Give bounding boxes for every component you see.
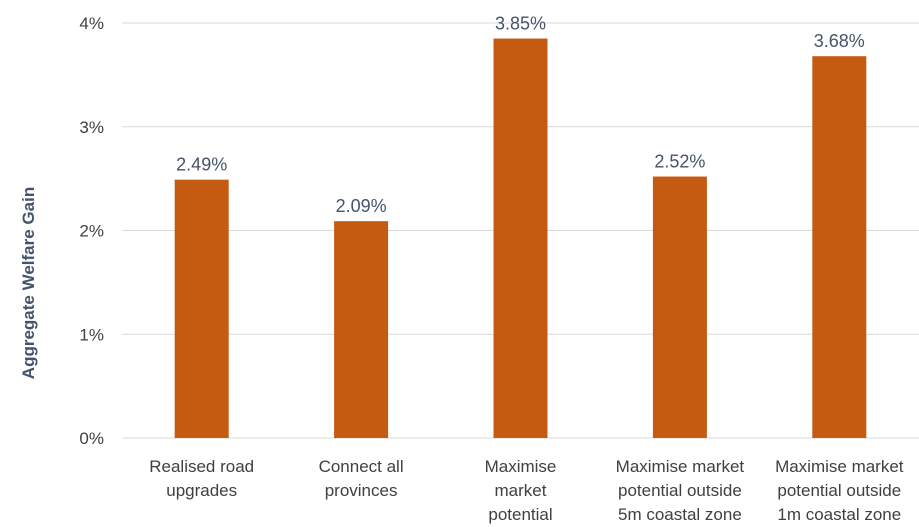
x-category-label-line: Maximise — [485, 457, 557, 476]
bar-value-label: 2.49% — [176, 155, 227, 175]
x-category-label-line: 1m coastal zone — [777, 505, 901, 524]
bar — [174, 179, 229, 438]
bar — [812, 56, 867, 438]
y-axis-title: Aggregate Welfare Gain — [19, 187, 38, 379]
bar-value-label: 3.68% — [814, 31, 865, 51]
x-category-label-line: provinces — [325, 481, 398, 500]
bar — [334, 221, 389, 438]
x-category-label-line: potential outside — [618, 481, 742, 500]
x-category-label: Maximise market potential outside 1m coast… — [775, 457, 904, 524]
x-category-label: Realised road upgrades — [149, 457, 254, 500]
x-category-label-line: Connect all — [319, 457, 404, 476]
data-labels: 2.49% 2.09% 3.85% 2.52% 3.68% — [176, 14, 865, 217]
bar-value-label: 2.09% — [336, 196, 387, 216]
x-category-label-line: upgrades — [166, 481, 237, 500]
bars — [174, 38, 867, 439]
x-category-label: Maximise market potential — [485, 457, 557, 524]
x-category-label-line: potential outside — [777, 481, 901, 500]
y-tick-label: 0% — [79, 429, 104, 448]
bar-value-label: 3.85% — [495, 14, 546, 34]
y-tick-label: 3% — [79, 118, 104, 137]
y-tick-label: 2% — [79, 222, 104, 241]
bar — [652, 176, 707, 439]
x-category-label-line: 5m coastal zone — [618, 505, 742, 524]
y-tick-label: 4% — [79, 14, 104, 33]
x-category-label: Connect all provinces — [319, 457, 404, 500]
x-category-label: Maximise market potential outside 5m coast… — [616, 457, 745, 524]
bar — [493, 38, 548, 438]
y-tick-label: 1% — [79, 325, 104, 344]
x-category-label-line: market — [495, 481, 547, 500]
x-axis-category-labels: Realised road upgrades Connect all province… — [149, 457, 904, 524]
y-axis-tick-labels: 0% 1% 2% 3% 4% — [79, 14, 104, 448]
x-category-label-line: Maximise market — [616, 457, 745, 476]
x-category-label-line: potential — [488, 505, 552, 524]
bar-value-label: 2.52% — [654, 152, 705, 172]
x-category-label-line: Maximise market — [775, 457, 904, 476]
x-category-label-line: Realised road — [149, 457, 254, 476]
